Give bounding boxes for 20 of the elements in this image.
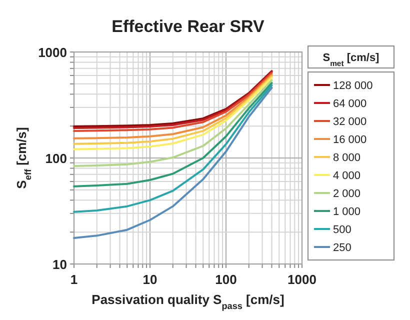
legend-label: 16 000 bbox=[333, 134, 367, 146]
legend-label: 64 000 bbox=[333, 98, 367, 110]
legend-label: 4 000 bbox=[333, 170, 361, 182]
x-tick-label: 1 bbox=[70, 272, 78, 287]
x-axis-title: Passivation quality S$_{pass}$ [cm/s] bbox=[92, 292, 284, 311]
legend-title: S$_{met}$ [cm/s] bbox=[322, 52, 380, 68]
legend-label: 250 bbox=[333, 242, 352, 254]
y-tick-label: 100 bbox=[45, 151, 67, 166]
x-tick-label: 1000 bbox=[288, 272, 316, 287]
chart-title: Effective Rear SRV bbox=[112, 17, 266, 36]
x-tick-label: 10 bbox=[142, 272, 158, 287]
legend-label: 8 000 bbox=[333, 152, 361, 164]
legend-label: 1 000 bbox=[333, 206, 361, 218]
x-tick-label: 100 bbox=[215, 272, 237, 287]
legend-label: 2 000 bbox=[333, 188, 361, 200]
y-tick-label: 1000 bbox=[38, 45, 67, 60]
y-tick-label: 10 bbox=[52, 257, 67, 272]
legend-label: 32 000 bbox=[333, 116, 367, 128]
legend-label: 500 bbox=[333, 224, 352, 236]
legend-label: 128 000 bbox=[333, 80, 373, 92]
